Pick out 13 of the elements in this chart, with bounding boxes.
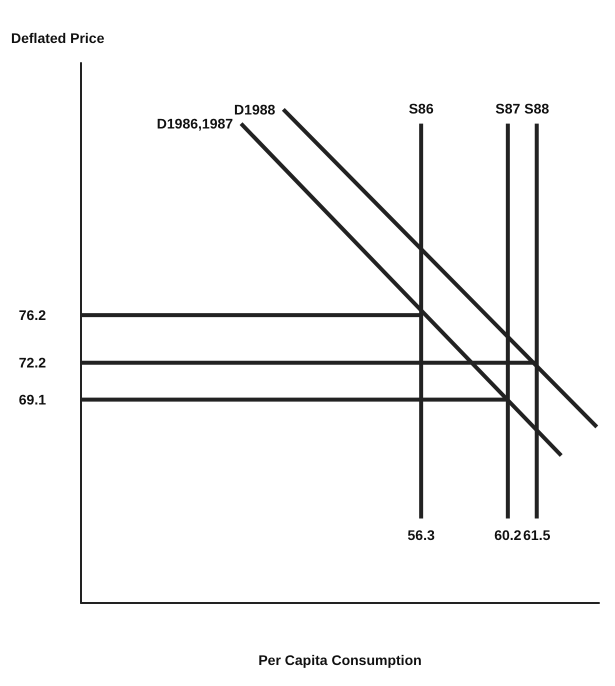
y-axis-title: Deflated Price bbox=[11, 30, 105, 46]
series-label: S88 bbox=[524, 100, 550, 117]
series-label: S87 bbox=[495, 100, 521, 117]
y-tick-label: 72.2 bbox=[18, 354, 46, 371]
series-label: D1986,1987 bbox=[156, 116, 234, 132]
series-label: D1988 bbox=[234, 101, 276, 118]
x-tick-label: 60.2 bbox=[494, 527, 522, 543]
x-tick-label: 56.3 bbox=[408, 527, 435, 543]
y-tick-label: 69.1 bbox=[18, 392, 46, 408]
series-label: S86 bbox=[408, 100, 434, 117]
x-axis-title: Per Capita Consumption bbox=[258, 652, 422, 668]
x-tick-label: 61.5 bbox=[523, 527, 551, 543]
y-tick-label: 76.2 bbox=[18, 307, 46, 324]
